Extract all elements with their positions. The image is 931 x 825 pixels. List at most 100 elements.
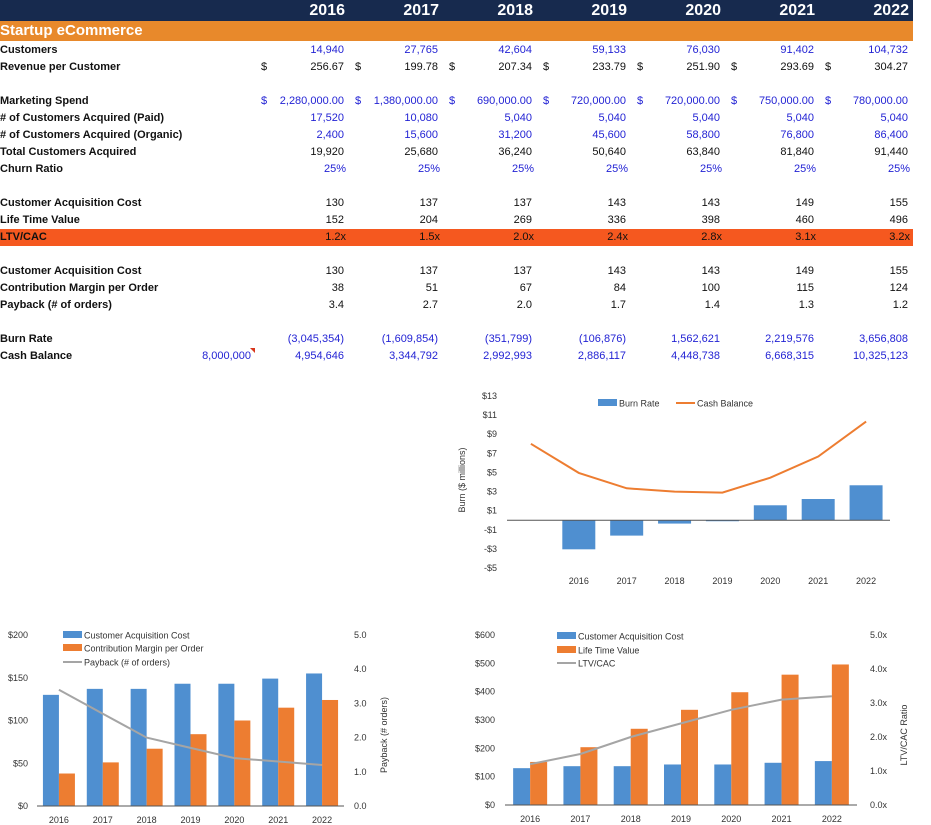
value-cell[interactable]: 38 bbox=[331, 282, 344, 294]
value-cell[interactable]: 690,000.00 bbox=[476, 95, 532, 107]
value-cell[interactable]: 5,040 bbox=[504, 112, 532, 124]
value-cell[interactable]: 204 bbox=[419, 214, 438, 226]
value-cell[interactable]: 5,040 bbox=[786, 112, 814, 124]
value-cell[interactable]: 14,940 bbox=[310, 44, 344, 56]
value-cell[interactable]: 5,040 bbox=[880, 112, 908, 124]
value-cell[interactable]: 2.0x bbox=[513, 231, 534, 243]
value-cell[interactable]: 86,400 bbox=[874, 129, 908, 141]
value-cell[interactable]: 2.7 bbox=[422, 299, 438, 311]
value-cell[interactable]: 31,200 bbox=[498, 129, 532, 141]
value-cell[interactable]: 269 bbox=[513, 214, 532, 226]
value-cell[interactable]: 251.90 bbox=[686, 61, 720, 73]
value-cell[interactable]: (3,045,354) bbox=[287, 333, 344, 345]
value-cell[interactable]: 6,668,315 bbox=[765, 350, 814, 362]
value-cell[interactable]: 25% bbox=[699, 163, 722, 175]
value-cell[interactable]: 1.2 bbox=[892, 299, 908, 311]
value-cell[interactable]: 91,402 bbox=[780, 44, 814, 56]
value-cell[interactable]: 42,604 bbox=[498, 44, 532, 56]
value-cell[interactable]: 10,325,123 bbox=[852, 350, 908, 362]
value-cell[interactable]: 750,000.00 bbox=[758, 95, 814, 107]
value-cell[interactable]: 3.4 bbox=[328, 299, 344, 311]
value-cell[interactable]: 91,440 bbox=[874, 146, 908, 158]
value-cell[interactable]: 25% bbox=[793, 163, 816, 175]
value-cell[interactable]: 3.1x bbox=[795, 231, 816, 243]
value-cell[interactable]: 155 bbox=[889, 197, 908, 209]
value-cell[interactable]: 1.2x bbox=[325, 231, 346, 243]
value-cell[interactable]: 1.5x bbox=[419, 231, 440, 243]
value-cell[interactable]: 58,800 bbox=[686, 129, 720, 141]
value-cell[interactable]: 293.69 bbox=[780, 61, 814, 73]
value-cell[interactable]: 3,344,792 bbox=[389, 350, 438, 362]
value-cell[interactable]: 1.3 bbox=[798, 299, 814, 311]
value-cell[interactable]: (351,799) bbox=[484, 333, 532, 345]
value-cell[interactable]: 130 bbox=[325, 197, 344, 209]
value-cell[interactable]: 155 bbox=[889, 265, 908, 277]
value-cell[interactable]: 780,000.00 bbox=[852, 95, 908, 107]
value-cell[interactable]: 2,219,576 bbox=[765, 333, 814, 345]
value-cell[interactable]: 51 bbox=[425, 282, 438, 294]
opening-value-cell[interactable]: 8,000,000 bbox=[202, 350, 251, 362]
value-cell[interactable]: 460 bbox=[795, 214, 814, 226]
value-cell[interactable]: 720,000.00 bbox=[664, 95, 720, 107]
value-cell[interactable]: 36,240 bbox=[498, 146, 532, 158]
value-cell[interactable]: 25% bbox=[887, 163, 910, 175]
value-cell[interactable]: 137 bbox=[513, 197, 532, 209]
value-cell[interactable]: 25% bbox=[417, 163, 440, 175]
value-cell[interactable]: 199.78 bbox=[404, 61, 438, 73]
value-cell[interactable]: 149 bbox=[795, 197, 814, 209]
value-cell[interactable]: 2,400 bbox=[316, 129, 344, 141]
value-cell[interactable]: 152 bbox=[325, 214, 344, 226]
value-cell[interactable]: 5,040 bbox=[692, 112, 720, 124]
value-cell[interactable]: 10,080 bbox=[404, 112, 438, 124]
value-cell[interactable]: 15,600 bbox=[404, 129, 438, 141]
value-cell[interactable]: 256.67 bbox=[310, 61, 344, 73]
value-cell[interactable]: 1.4 bbox=[704, 299, 720, 311]
value-cell[interactable]: 143 bbox=[607, 197, 626, 209]
value-cell[interactable]: 17,520 bbox=[310, 112, 344, 124]
value-cell[interactable]: 115 bbox=[796, 282, 814, 294]
value-cell[interactable]: 100 bbox=[701, 282, 720, 294]
value-cell[interactable]: 45,600 bbox=[592, 129, 626, 141]
value-cell[interactable]: 25% bbox=[511, 163, 534, 175]
value-cell[interactable]: 1.7 bbox=[610, 299, 626, 311]
value-cell[interactable]: 233.79 bbox=[592, 61, 626, 73]
value-cell[interactable]: 67 bbox=[519, 282, 532, 294]
value-cell[interactable]: 81,840 bbox=[780, 146, 814, 158]
value-cell[interactable]: 63,840 bbox=[686, 146, 720, 158]
value-cell[interactable]: 76,800 bbox=[780, 129, 814, 141]
value-cell[interactable]: 2.4x bbox=[607, 231, 628, 243]
value-cell[interactable]: 5,040 bbox=[598, 112, 626, 124]
value-cell[interactable]: 4,448,738 bbox=[671, 350, 720, 362]
value-cell[interactable]: 2.0 bbox=[516, 299, 532, 311]
value-cell[interactable]: 76,030 bbox=[686, 44, 720, 56]
value-cell[interactable]: 143 bbox=[607, 265, 626, 277]
value-cell[interactable]: 25% bbox=[323, 163, 346, 175]
value-cell[interactable]: 137 bbox=[513, 265, 532, 277]
value-cell[interactable]: 84 bbox=[613, 282, 626, 294]
value-cell[interactable]: 149 bbox=[795, 265, 814, 277]
value-cell[interactable]: (106,876) bbox=[578, 333, 626, 345]
value-cell[interactable]: 398 bbox=[701, 214, 720, 226]
value-cell[interactable]: 3.2x bbox=[889, 231, 910, 243]
value-cell[interactable]: 50,640 bbox=[592, 146, 626, 158]
value-cell[interactable]: 336 bbox=[607, 214, 626, 226]
value-cell[interactable]: 137 bbox=[419, 197, 438, 209]
value-cell[interactable]: 3,656,808 bbox=[859, 333, 908, 345]
value-cell[interactable]: 720,000.00 bbox=[570, 95, 626, 107]
value-cell[interactable]: 143 bbox=[701, 197, 720, 209]
value-cell[interactable]: 2,280,000.00 bbox=[279, 95, 344, 107]
value-cell[interactable]: 304.27 bbox=[874, 61, 908, 73]
value-cell[interactable]: 1,562,621 bbox=[671, 333, 720, 345]
value-cell[interactable]: 104,732 bbox=[868, 44, 908, 56]
value-cell[interactable]: 143 bbox=[701, 265, 720, 277]
value-cell[interactable]: 2,886,117 bbox=[577, 350, 626, 362]
value-cell[interactable]: 2.8x bbox=[701, 231, 722, 243]
value-cell[interactable]: 4,954,646 bbox=[295, 350, 344, 362]
value-cell[interactable]: 1,380,000.00 bbox=[373, 95, 438, 107]
value-cell[interactable]: 27,765 bbox=[404, 44, 438, 56]
value-cell[interactable]: 25% bbox=[605, 163, 628, 175]
value-cell[interactable]: 124 bbox=[889, 282, 908, 294]
value-cell[interactable]: 19,920 bbox=[310, 146, 344, 158]
comment-indicator-icon[interactable] bbox=[250, 348, 255, 353]
value-cell[interactable]: 2,992,993 bbox=[483, 350, 532, 362]
